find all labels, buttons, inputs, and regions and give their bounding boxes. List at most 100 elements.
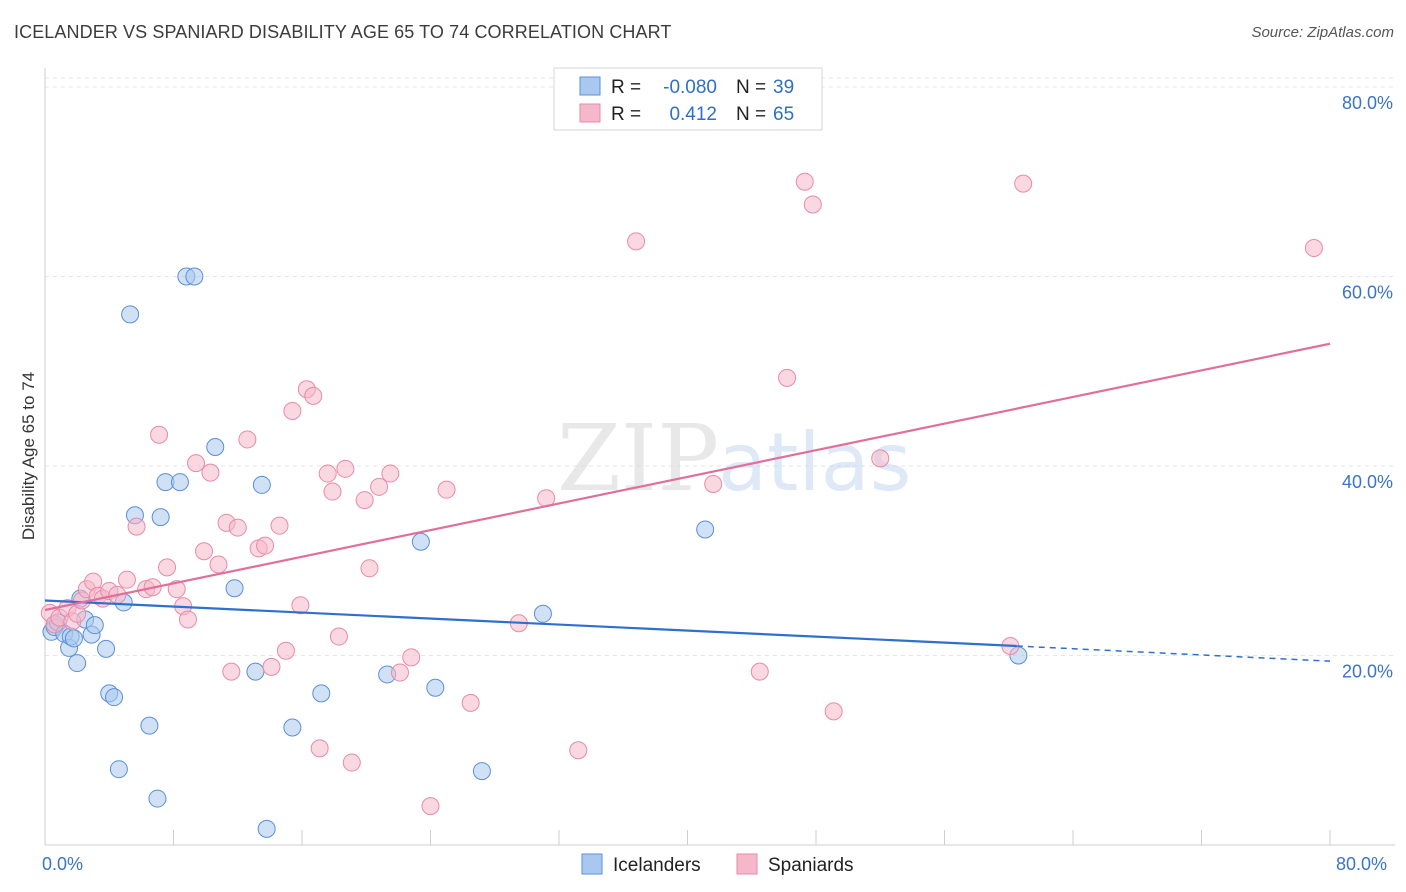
- spaniards-point: [803, 195, 822, 214]
- legend-r-value-1: -0.080: [663, 77, 717, 98]
- spaniards-point: [150, 425, 169, 444]
- spaniards-point: [117, 570, 136, 589]
- spaniards-point: [222, 662, 241, 681]
- spaniards-point: [370, 477, 389, 496]
- icelanders-trend-line: [44, 599, 1017, 648]
- spaniards-point: [627, 232, 646, 251]
- legend-r-value-2: 0.412: [669, 104, 717, 125]
- icelanders-point: [252, 475, 271, 494]
- spaniards-point: [421, 797, 440, 816]
- legend-n-value-2: 65: [773, 104, 794, 125]
- spaniards-point: [824, 702, 843, 721]
- spaniards-point: [283, 402, 302, 421]
- spaniards-point: [437, 480, 456, 499]
- correlation-legend: R = -0.080 N = 39 R = 0.412 N = 65: [553, 67, 823, 131]
- icelanders-point: [148, 789, 167, 808]
- bottom-legend-swatch-spaniards: [736, 853, 758, 875]
- spaniards-point: [262, 657, 281, 676]
- icelanders-point: [140, 716, 159, 735]
- spaniards-point: [186, 454, 205, 473]
- bottom-legend-icelanders: Icelanders: [613, 855, 701, 876]
- legend-swatch-icelanders: [579, 76, 601, 96]
- icelanders-point: [312, 684, 331, 703]
- y-tick-label: 40.0%: [1342, 472, 1393, 492]
- y-tick-label: 60.0%: [1342, 282, 1393, 302]
- spaniards-point: [1014, 174, 1033, 193]
- icelanders-point: [68, 654, 87, 673]
- icelanders-point: [696, 520, 715, 539]
- spaniards-point: [270, 516, 289, 535]
- spaniards-point: [158, 558, 177, 577]
- spaniards-point: [342, 753, 361, 772]
- legend-r-label-1: R =: [611, 77, 641, 98]
- spaniards-point: [360, 559, 379, 578]
- bottom-legend-swatch-icelanders: [581, 853, 603, 875]
- source-label: Source: ZipAtlas.com: [1251, 24, 1394, 41]
- icelanders-point: [533, 604, 552, 623]
- icelanders-point: [151, 508, 170, 527]
- icelanders-point: [64, 629, 83, 648]
- x-tick-label-max: 80.0%: [1336, 854, 1387, 874]
- series-legend: Icelanders Spaniards: [581, 853, 854, 876]
- spaniards-point: [778, 368, 797, 387]
- spaniards-point: [318, 464, 337, 483]
- trend-lines: [44, 342, 1331, 662]
- spaniards-point: [1304, 239, 1323, 258]
- icelanders-point: [85, 616, 104, 635]
- spaniards-point: [390, 663, 409, 682]
- data-points: [40, 172, 1323, 838]
- spaniards-point: [304, 386, 323, 405]
- spaniards-point: [178, 610, 197, 629]
- spaniards-point: [329, 627, 348, 646]
- spaniards-point: [355, 491, 374, 510]
- legend-swatch-spaniards: [579, 103, 601, 123]
- spaniards-point: [310, 739, 329, 758]
- icelanders-point: [109, 760, 128, 779]
- spaniards-point: [323, 482, 342, 501]
- spaniards-trend-line: [44, 342, 1331, 612]
- spaniards-point: [127, 517, 146, 536]
- spaniards-point: [381, 464, 400, 483]
- icelanders-point: [426, 678, 445, 697]
- spaniards-point: [704, 474, 723, 493]
- icelanders-point: [246, 662, 265, 681]
- spaniards-point: [291, 596, 310, 615]
- spaniards-point: [750, 662, 769, 681]
- icelanders-point: [283, 718, 302, 737]
- icelanders-point: [206, 438, 225, 457]
- y-tick-label: 20.0%: [1342, 661, 1393, 681]
- spaniards-point: [228, 518, 247, 537]
- spaniards-point: [256, 536, 275, 555]
- legend-n-label-1: N =: [736, 77, 766, 98]
- watermark-zip: ZIP: [557, 405, 719, 512]
- x-tick-label-min: 0.0%: [42, 854, 83, 874]
- icelanders-point: [97, 639, 116, 658]
- icelanders-point: [225, 579, 244, 598]
- spaniards-point: [402, 648, 421, 667]
- x-axis-ticks: [44, 830, 1331, 845]
- spaniards-point: [209, 555, 228, 574]
- spaniards-point: [569, 741, 588, 760]
- chart-title: ICELANDER VS SPANIARD DISABILITY AGE 65 …: [14, 22, 672, 42]
- spaniards-point: [167, 580, 186, 599]
- icelanders-point: [257, 819, 276, 838]
- y-tick-labels: 20.0% 40.0% 60.0% 80.0%: [1342, 93, 1393, 682]
- y-axis-label: Disability Age 65 to 74: [19, 372, 38, 540]
- spaniards-point: [461, 693, 480, 712]
- legend-r-label-2: R =: [611, 104, 641, 125]
- spaniards-point: [201, 463, 220, 482]
- spaniards-point: [795, 172, 814, 191]
- spaniards-point: [871, 449, 890, 468]
- legend-n-value-1: 39: [773, 77, 794, 98]
- icelanders-point: [121, 305, 140, 324]
- spaniards-point: [195, 542, 214, 561]
- bottom-legend-spaniards: Spaniards: [768, 855, 854, 876]
- icelanders-point: [170, 473, 189, 492]
- icelanders-point: [105, 688, 124, 707]
- legend-n-label-2: N =: [736, 104, 766, 125]
- icelanders-trend-extension: [1016, 645, 1331, 662]
- y-tick-label: 80.0%: [1342, 93, 1393, 113]
- spaniards-point: [276, 641, 295, 660]
- icelanders-point: [472, 762, 491, 781]
